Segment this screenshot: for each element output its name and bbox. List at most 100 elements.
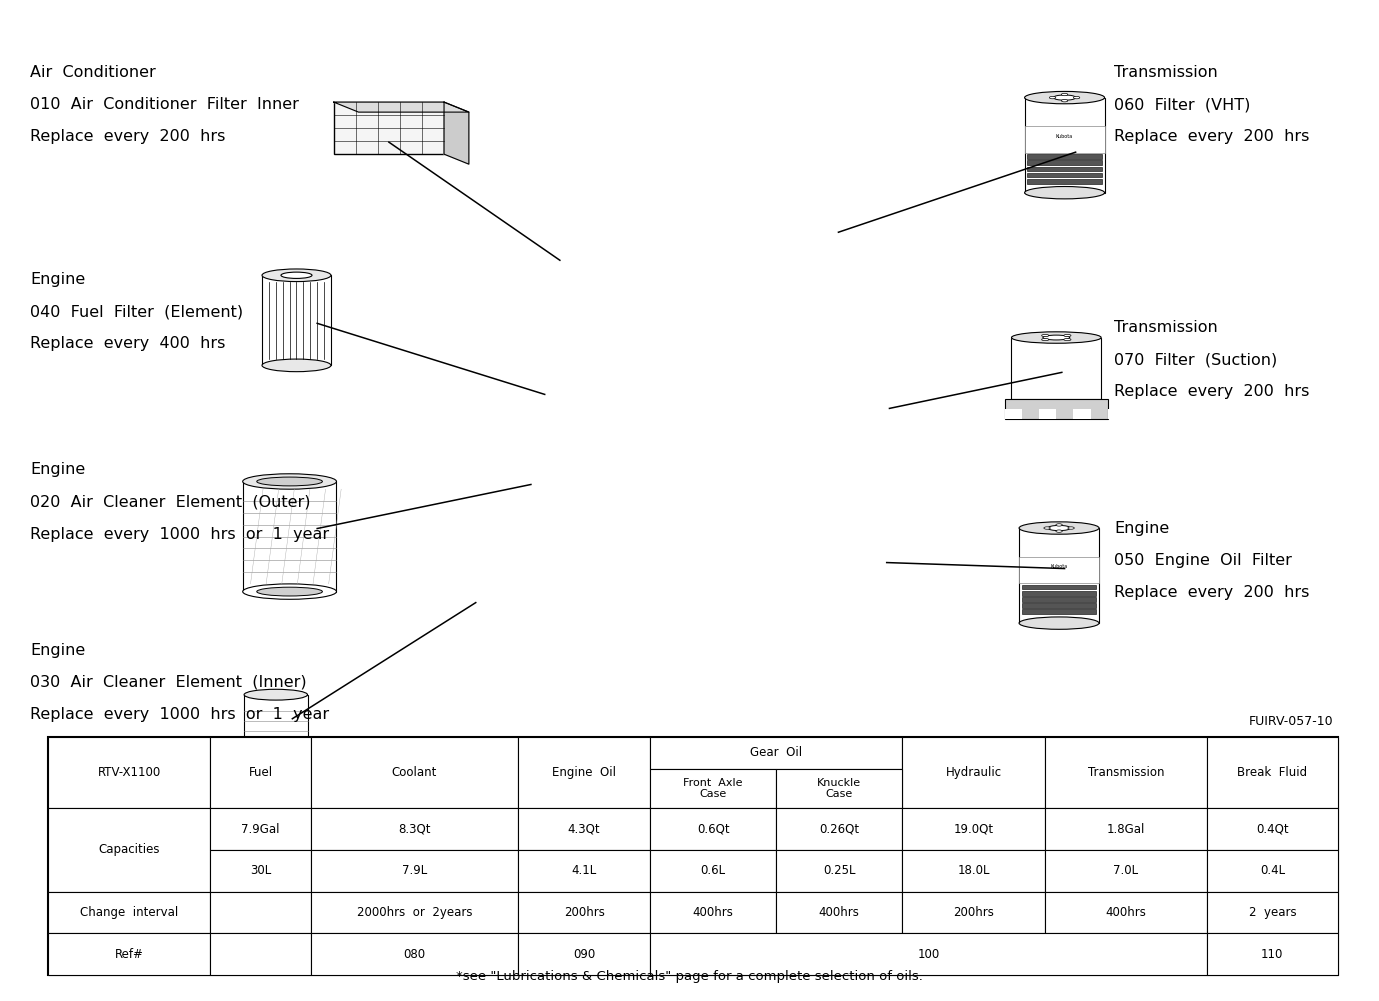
- Text: Replace  every  200  hrs: Replace every 200 hrs: [1114, 129, 1310, 144]
- Bar: [650, 933, 1207, 975]
- Text: 7.0L: 7.0L: [1113, 864, 1139, 877]
- Ellipse shape: [1054, 95, 1076, 100]
- Polygon shape: [444, 102, 469, 164]
- Text: 0.4L: 0.4L: [1260, 864, 1285, 877]
- Bar: [650, 737, 902, 769]
- Text: 060  Filter  (VHT): 060 Filter (VHT): [1114, 97, 1251, 112]
- Bar: [1022, 604, 1096, 608]
- Text: Replace  every  1000  hrs  or  1  year: Replace every 1000 hrs or 1 year: [30, 527, 330, 542]
- Bar: [776, 850, 902, 892]
- Text: Break  Fluid: Break Fluid: [1237, 766, 1307, 779]
- Ellipse shape: [1063, 334, 1071, 336]
- Ellipse shape: [1041, 334, 1049, 336]
- Bar: [211, 808, 310, 850]
- Bar: [1022, 610, 1096, 614]
- Text: 030  Air  Cleaner  Element  (Inner): 030 Air Cleaner Element (Inner): [30, 675, 308, 690]
- Text: Replace  every  200  hrs: Replace every 200 hrs: [1114, 384, 1310, 399]
- Bar: [1027, 173, 1102, 177]
- Bar: [48, 808, 211, 892]
- Text: Replace  every  200  hrs: Replace every 200 hrs: [30, 129, 226, 144]
- Text: Replace  every  1000  hrs  or  1  year: Replace every 1000 hrs or 1 year: [30, 707, 330, 722]
- Bar: [334, 102, 444, 154]
- Text: Hydraulic: Hydraulic: [946, 766, 1001, 779]
- Bar: [1022, 597, 1096, 602]
- Bar: [1207, 933, 1338, 975]
- Text: Transmission: Transmission: [1114, 65, 1218, 80]
- Ellipse shape: [244, 762, 308, 772]
- Text: 010  Air  Conditioner  Filter  Inner: 010 Air Conditioner Filter Inner: [30, 97, 299, 112]
- Bar: [211, 933, 310, 975]
- Bar: [776, 808, 902, 850]
- Bar: [902, 808, 1045, 850]
- Bar: [902, 737, 1045, 808]
- Text: Engine  Oil: Engine Oil: [552, 766, 616, 779]
- Text: Front  Axle
Case: Front Axle Case: [684, 778, 743, 800]
- Text: 0.6Qt: 0.6Qt: [696, 823, 729, 836]
- Ellipse shape: [1063, 338, 1071, 340]
- Text: 0.25L: 0.25L: [823, 864, 855, 877]
- Bar: [1027, 154, 1102, 159]
- Text: Replace  every  400  hrs: Replace every 400 hrs: [30, 336, 226, 351]
- Bar: [243, 481, 336, 592]
- Text: 400hrs: 400hrs: [1106, 906, 1146, 919]
- Text: 400hrs: 400hrs: [692, 906, 734, 919]
- Text: 0.6L: 0.6L: [701, 864, 725, 877]
- Ellipse shape: [1062, 99, 1067, 102]
- Bar: [1022, 585, 1096, 590]
- Text: 070  Filter  (Suction): 070 Filter (Suction): [1114, 352, 1277, 367]
- Text: 020  Air  Cleaner  Element  (Outer): 020 Air Cleaner Element (Outer): [30, 494, 310, 510]
- Text: 7.9L: 7.9L: [401, 864, 427, 877]
- Text: 18.0L: 18.0L: [957, 864, 990, 877]
- Text: 8.3Qt: 8.3Qt: [399, 823, 430, 836]
- Bar: [1207, 892, 1338, 933]
- Ellipse shape: [1025, 186, 1105, 199]
- Text: Engine: Engine: [30, 272, 85, 287]
- Bar: [1073, 408, 1091, 418]
- Bar: [776, 769, 902, 808]
- Text: 100: 100: [917, 948, 939, 961]
- Text: Engine: Engine: [1114, 521, 1169, 536]
- Text: 050  Engine  Oil  Filter: 050 Engine Oil Filter: [1114, 553, 1292, 568]
- Text: Air  Conditioner: Air Conditioner: [30, 65, 156, 80]
- Bar: [902, 892, 1045, 933]
- Bar: [1040, 408, 1056, 418]
- Bar: [310, 892, 519, 933]
- Ellipse shape: [1019, 617, 1099, 630]
- Ellipse shape: [1019, 522, 1099, 535]
- Bar: [1005, 408, 1022, 418]
- Bar: [650, 850, 776, 892]
- Text: 090: 090: [574, 948, 596, 961]
- Text: Fuel: Fuel: [248, 766, 273, 779]
- Text: 0.26Qt: 0.26Qt: [819, 823, 859, 836]
- Ellipse shape: [281, 272, 312, 278]
- Bar: [1019, 529, 1099, 623]
- Bar: [1107, 408, 1125, 418]
- Bar: [519, 892, 650, 933]
- Bar: [1045, 850, 1207, 892]
- Text: Ref#: Ref#: [114, 948, 143, 961]
- Bar: [310, 808, 519, 850]
- Bar: [310, 933, 519, 975]
- Ellipse shape: [1056, 524, 1062, 527]
- Text: 110: 110: [1262, 948, 1284, 961]
- Bar: [1025, 126, 1105, 153]
- Text: 200hrs: 200hrs: [953, 906, 994, 919]
- Bar: [776, 892, 902, 933]
- Ellipse shape: [243, 473, 336, 489]
- Bar: [1045, 737, 1207, 808]
- Text: 2000hrs  or  2years: 2000hrs or 2years: [357, 906, 472, 919]
- Bar: [1207, 850, 1338, 892]
- Text: Replace  every  200  hrs: Replace every 200 hrs: [1114, 585, 1310, 600]
- Ellipse shape: [1062, 93, 1067, 96]
- Ellipse shape: [1012, 331, 1102, 343]
- Bar: [48, 737, 211, 808]
- Text: Kubota: Kubota: [1056, 134, 1073, 139]
- Text: 040  Fuel  Filter  (Element): 040 Fuel Filter (Element): [30, 304, 244, 319]
- Ellipse shape: [1041, 338, 1049, 340]
- Ellipse shape: [262, 269, 331, 281]
- Ellipse shape: [1048, 526, 1070, 531]
- Bar: [650, 769, 776, 808]
- Ellipse shape: [1056, 530, 1062, 533]
- Ellipse shape: [1043, 335, 1070, 340]
- Bar: [1027, 179, 1102, 183]
